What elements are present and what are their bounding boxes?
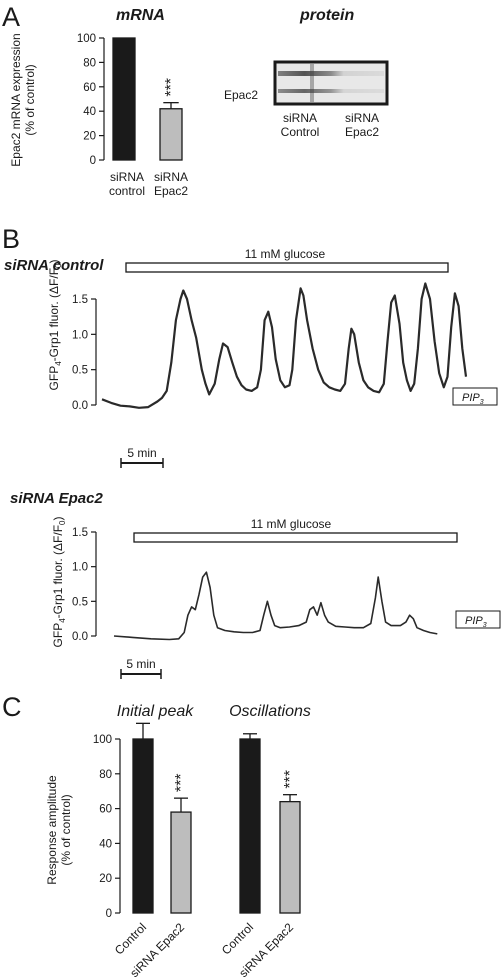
trace2-y-label: GFP4-Grp1 fluor. (ΔF/F0) [51,517,67,648]
bar [279,800,301,914]
pip3-sub-2: 3 [483,622,487,629]
x-category-label: Control [112,920,149,957]
trace1-title: siRNA control [4,257,104,274]
trace2-ylabel-sub: 4 [58,618,67,623]
protein-title: protein [299,7,354,24]
bar [159,108,183,161]
response-ylabel-line2: (% of control) [59,794,73,865]
significance-mark: *** [163,78,180,97]
panel-c-letter: C [2,692,22,722]
bar [132,738,154,914]
blot-lane2-line2: Epac2 [345,125,379,139]
panel-a-letter: A [2,2,20,32]
trace2-ylabel-sub2: 0 [58,520,67,525]
response-ylabel-line1: Response amplitude [45,775,59,885]
y-tick-label: 100 [93,734,112,746]
glucose-bar-1 [125,262,449,273]
pip3-box-1: PIP3 [452,387,498,406]
scale-bar-2 [120,669,162,679]
y-tick-label: 1.5 [72,294,88,306]
y-tick-label: 0.0 [72,631,88,643]
trace2-title: siRNA Epac2 [10,490,103,507]
trace2-ylabel-end: ) [51,517,65,521]
y-tick-label: 0.5 [72,365,88,377]
pip3-sub-1: 3 [480,399,484,406]
trace1-y-label: GFP4-Grp1 fluor. (ΔF/F0) [47,260,63,391]
y-tick-label: 80 [83,57,96,69]
y-tick-label: 100 [77,33,96,45]
blot-lane2-line1: siRNA [345,111,379,125]
blot-label: Epac2 [224,88,258,102]
trace1-ylabel-post: -Grp1 fluor. (ΔF/F [47,268,61,361]
svg-text:GFP4-Grp1 fluor. (ΔF/F0): GFP4-Grp1 fluor. (ΔF/F0) [51,517,67,648]
trace1-ylabel-sub: 4 [54,361,63,366]
trace1-ylabel-sub2: 0 [54,263,63,268]
y-tick-label: 1.0 [72,329,88,341]
response-y-label: Response amplitude (% of control) [45,775,73,885]
y-tick-label: 40 [99,838,112,850]
bar [239,738,261,914]
mrna-cat2-line2: Epac2 [154,184,188,198]
trace2-ylabel-pre: GFP [51,623,65,648]
y-tick-label: 0.0 [72,400,88,412]
epac2-trace-chart: 0.0 0.5 1.0 1.5 [72,527,438,643]
trace1-ylabel-end: ) [47,260,61,264]
pip3-box-2: PIP3 [455,610,501,629]
mrna-ylabel-line2: (% of control) [23,64,37,135]
mrna-cat1-line1: siRNA [110,170,144,184]
y-tick-label: 60 [83,82,96,94]
trace2-ylabel-post: -Grp1 fluor. (ΔF/F [51,525,65,618]
panel-b-letter: B [2,224,20,254]
glucose-bar-2 [133,532,458,543]
svg-text:GFP4-Grp1 fluor. (ΔF/F0): GFP4-Grp1 fluor. (ΔF/F0) [47,260,63,391]
pip3-label-1: PIP [462,392,480,404]
blot-lane1-line1: siRNA [283,111,317,125]
mrna-bar-chart: 0 20 40 60 80 100 *** [77,33,183,167]
scale-label-1: 5 min [127,446,156,460]
group2-title: Oscillations [229,703,311,720]
y-tick-label: 40 [83,106,96,118]
significance-mark: *** [282,770,299,789]
glucose-label-1: 11 mM glucose [245,247,326,261]
western-blot [273,60,389,106]
bar [112,37,136,161]
y-tick-label: 0.5 [72,596,88,608]
pip3-label-2: PIP [465,615,483,627]
y-tick-label: 60 [99,804,112,816]
y-tick-label: 20 [99,873,112,885]
y-tick-label: 20 [83,131,96,143]
svg-text:PIP3: PIP3 [462,392,484,406]
y-tick-label: 1.0 [72,562,88,574]
scale-label-2: 5 min [126,657,155,671]
y-tick-label: 1.5 [72,527,88,539]
blot-lane1-line2: Control [281,125,320,139]
glucose-label-2: 11 mM glucose [251,517,332,531]
trace-line [101,282,468,409]
svg-text:PIP3: PIP3 [465,615,487,629]
scale-bar-1 [120,458,164,468]
x-category-label: Control [219,920,256,957]
significance-mark: *** [173,773,190,792]
group1-title: Initial peak [117,703,194,720]
bar [170,811,192,914]
mrna-title: mRNA [116,7,165,24]
trace1-ylabel-pre: GFP [47,366,61,391]
mrna-cat1-line2: control [109,184,145,198]
mrna-ylabel-line1: Epac2 mRNA expression [9,33,23,166]
y-tick-label: 80 [99,769,112,781]
mrna-cat2-line1: siRNA [154,170,188,184]
trace-line [113,571,438,641]
control-trace-chart: 0.0 0.5 1.0 1.5 [72,282,468,412]
y-tick-label: 0 [106,908,112,920]
y-tick-label: 0 [90,155,96,167]
mrna-y-label: Epac2 mRNA expression (% of control) [9,33,37,166]
